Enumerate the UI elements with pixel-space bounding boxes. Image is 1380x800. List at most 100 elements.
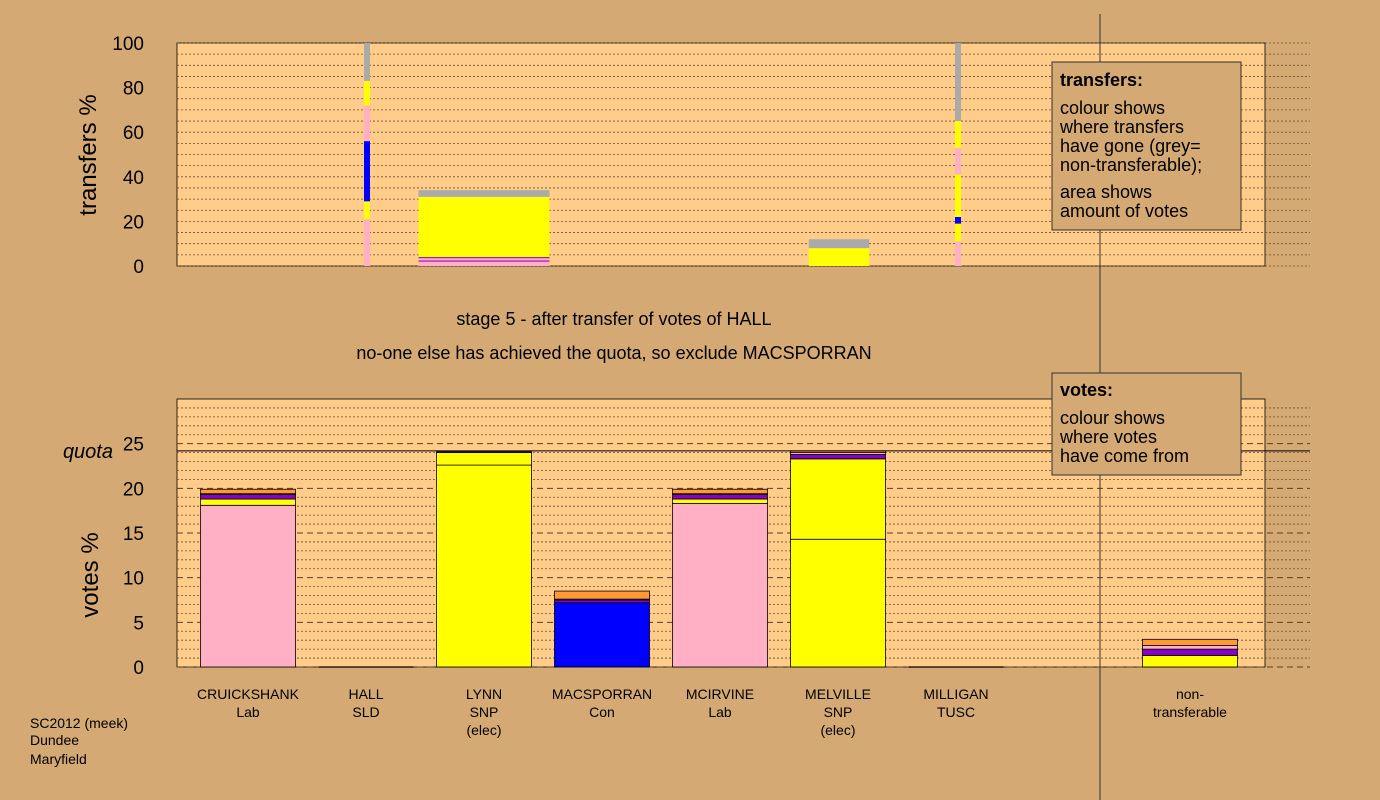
vote-segment-lynn [436, 464, 532, 668]
x-label-hall: SLD [352, 704, 379, 720]
transfer-segment-milligan [955, 216, 961, 224]
votes-y-tick-label: 5 [133, 613, 144, 634]
transfers-legend-line: where transfers [1059, 117, 1184, 137]
votes-bars [200, 450, 1238, 668]
transfer-segment-milligan [955, 223, 961, 242]
vote-segment-cruickshank [200, 488, 296, 495]
vote-segment-lynn [436, 452, 532, 466]
transfer-segment-lynn [418, 196, 550, 258]
x-label-lynn: (elec) [466, 722, 501, 738]
transfers-y-tick-label: 0 [133, 257, 144, 278]
transfer-segment-milligan [955, 174, 961, 217]
x-label-melville: SNP [824, 704, 853, 720]
x-label-milligan: TUSC [937, 704, 975, 720]
votes-y-tick-label: 10 [123, 569, 144, 590]
footer-council: Dundee [30, 732, 79, 748]
votes-legend: votes: colour shows where votes have com… [1051, 372, 1242, 476]
vote-segment-melville [790, 538, 886, 668]
vote-segment-non-transferable [1142, 654, 1238, 668]
transfer-segment-lynn [418, 190, 550, 197]
votes-legend-box [1051, 372, 1242, 476]
vote-segment-macsporran [554, 599, 650, 604]
votes-y-axis-label: votes % [77, 532, 104, 617]
transfers-legend-line: non-transferable); [1060, 155, 1202, 175]
votes-legend-line: colour shows [1060, 408, 1165, 428]
vote-segment-cruickshank [200, 494, 296, 500]
transfer-segment-lynn [418, 257, 550, 259]
x-label-non-transferable: non- [1176, 686, 1204, 702]
vote-segment-mcirvine [672, 488, 768, 495]
x-label-milligan: MILLIGAN [923, 686, 988, 702]
votes-y-tick-label: 25 [123, 435, 144, 456]
transfers-y-ticks: 0 20 40 60 80 100 [112, 34, 144, 278]
transfer-segment-lynn [418, 258, 550, 261]
votes-y-tick-label: 20 [123, 479, 144, 500]
stage-subtitle: no-one else has achieved the quota, so e… [356, 343, 871, 363]
transfer-segment-hall [364, 43, 370, 81]
vote-segment-cruickshank [200, 504, 296, 668]
x-label-non-transferable: transferable [1153, 704, 1227, 720]
votes-x-labels: CRUICKSHANK Lab HALL SLD LYNN SNP (elec) MACSPO… [197, 686, 1227, 738]
vote-segment-melville [790, 458, 886, 540]
x-label-cruickshank: CRUICKSHANK [197, 686, 300, 702]
x-label-macsporran: Con [589, 704, 615, 720]
votes-legend-line: have come from [1060, 446, 1189, 466]
transfer-segment-milligan [955, 43, 961, 122]
transfers-bars [364, 43, 961, 266]
vote-segment-cruickshank [200, 498, 296, 506]
footer-election: SC2012 (meek) [30, 715, 128, 731]
transfer-segment-milligan [955, 241, 961, 266]
vote-segment-mcirvine [672, 498, 768, 504]
votes-legend-title: votes: [1060, 380, 1113, 400]
vote-segment-mcirvine [672, 503, 768, 668]
vote-segment-lynn [436, 451, 532, 453]
vote-segment-non-transferable [1142, 648, 1238, 656]
transfer-segment-hall [364, 219, 370, 266]
x-label-hall: HALL [348, 686, 383, 702]
votes-legend-line: where votes [1059, 427, 1157, 447]
x-label-mcirvine: MCIRVINE [686, 686, 754, 702]
transfer-segment-hall [364, 80, 370, 106]
vote-segment-macsporran [554, 602, 650, 668]
transfers-legend: transfers: colour shows where transfers … [1051, 61, 1242, 231]
transfers-legend-title: transfers: [1060, 70, 1143, 90]
transfers-y-tick-label: 20 [123, 212, 144, 233]
transfers-y-axis-label: transfers % [75, 94, 102, 215]
x-label-mcirvine: Lab [708, 704, 732, 720]
quota-label: quota [63, 441, 113, 463]
x-label-lynn: SNP [470, 704, 499, 720]
votes-y-ticks: 0 5 10 15 20 25 [123, 435, 144, 679]
transfer-segment-milligan [955, 121, 961, 148]
transfer-segment-lynn [418, 261, 550, 266]
transfers-y-tick-label: 40 [123, 168, 144, 189]
transfer-segment-hall [364, 201, 370, 220]
footer-ward: Maryfield [30, 751, 87, 767]
transfers-legend-line: colour shows [1060, 98, 1165, 118]
stage-title: stage 5 - after transfer of votes of HAL… [456, 309, 771, 329]
votes-y-tick-label: 15 [123, 524, 144, 545]
transfers-legend-box [1051, 61, 1242, 231]
transfer-segment-hall [364, 141, 370, 202]
transfers-y-tick-label: 100 [112, 34, 144, 55]
vote-segment-melville [790, 453, 886, 460]
transfers-y-tick-label: 60 [123, 123, 144, 144]
votes-y-tick-label: 0 [133, 658, 144, 679]
vote-segment-macsporran [554, 590, 650, 600]
vote-segment-non-transferable [1142, 638, 1238, 646]
x-label-macsporran: MACSPORRAN [552, 686, 652, 702]
transfers-y-tick-label: 80 [123, 79, 144, 100]
x-label-lynn: LYNN [466, 686, 502, 702]
x-label-cruickshank: Lab [236, 704, 260, 720]
vote-segment-mcirvine [672, 494, 768, 500]
transfer-segment-lynn [418, 260, 550, 262]
transfer-segment-milligan [955, 147, 961, 175]
x-label-melville: (elec) [820, 722, 855, 738]
x-label-melville: MELVILLE [805, 686, 871, 702]
transfers-legend-line: amount of votes [1060, 201, 1188, 221]
transfer-segment-melville [808, 239, 870, 249]
transfer-segment-melville [808, 248, 870, 266]
transfers-legend-line: have gone (grey= [1060, 136, 1201, 156]
transfer-segment-hall [364, 105, 370, 142]
vote-segment-non-transferable [1142, 645, 1238, 650]
